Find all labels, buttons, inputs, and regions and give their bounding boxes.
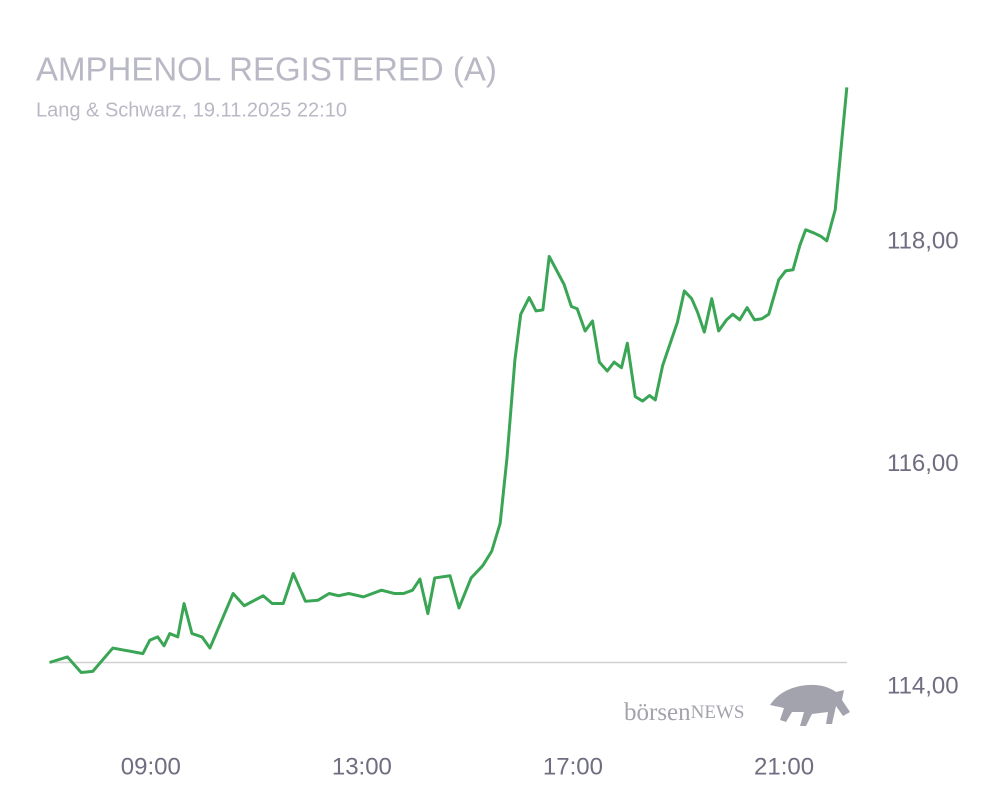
x-tick-label: 21:00 — [754, 753, 814, 780]
y-tick-label: 118,00 — [887, 227, 959, 254]
y-tick-label: 114,00 — [887, 672, 959, 699]
x-tick-label: 13:00 — [332, 753, 392, 780]
chart-subtitle: Lang & Schwarz, 19.11.2025 22:10 — [36, 99, 347, 121]
logo-text: börsenNEWS — [624, 699, 744, 726]
price-line — [49, 87, 849, 675]
logo-bull — [770, 684, 850, 726]
chart-title: AMPHENOL REGISTERED (A) — [36, 51, 497, 88]
logo: börsenNEWS — [624, 684, 850, 726]
logo-part: NEWS — [691, 702, 745, 723]
y-tick-label: 116,00 — [887, 450, 959, 477]
logo-part: börsen — [624, 699, 691, 726]
x-tick-label: 17:00 — [543, 753, 603, 780]
x-tick-label: 09:00 — [121, 753, 181, 780]
